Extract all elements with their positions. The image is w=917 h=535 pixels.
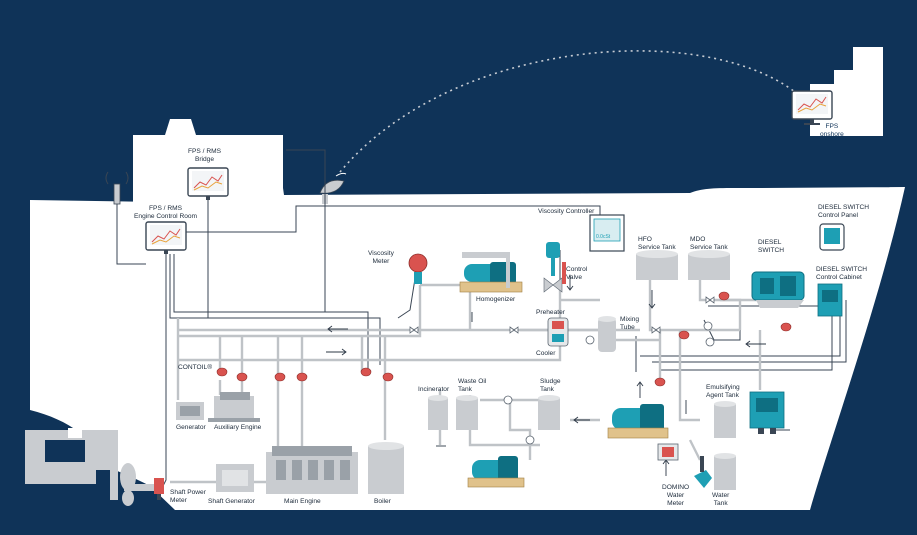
shaft-power-meter-icon — [154, 478, 164, 500]
label-incinerator: Incinerator — [418, 386, 450, 393]
label-viscosity-controller: Viscosity Controller — [538, 208, 595, 215]
label-generator: Generator — [176, 424, 206, 431]
bridge-superstructure — [133, 119, 283, 204]
rudder — [25, 428, 118, 500]
onshore-building — [791, 47, 883, 136]
viscosity-controller-box: 0.0cSt — [589, 214, 625, 252]
label-fps-ecr: FPS / RMS Engine Control Room — [134, 205, 198, 220]
label-cooler: Cooler — [536, 350, 556, 357]
fps-ecr-monitor — [145, 221, 187, 254]
label-hfo-service-tank: HFO Service Tank — [638, 236, 676, 251]
label-domino-water-meter: DOMINO Water Meter — [662, 484, 690, 507]
label-boiler: Boiler — [374, 498, 391, 505]
diesel-switch-control-cabinet — [817, 283, 843, 317]
label-diesel-switch-panel: DIESEL SWITCH Control Panel — [818, 204, 870, 219]
label-fps-bridge: FPS / RMS Bridge — [188, 148, 221, 163]
mixing-tube — [598, 316, 616, 352]
hfo-service-tank — [636, 250, 678, 280]
svg-text:0.0cSt: 0.0cSt — [596, 234, 611, 240]
label-homogenizer: Homogenizer — [476, 296, 516, 303]
emulsifying-control-cabinet — [749, 391, 785, 434]
label-diesel-switch-cabinet: DIESEL SWITCH Control Cabinet — [816, 266, 868, 281]
waste-oil-tank — [456, 395, 478, 430]
sludge-pump — [467, 456, 525, 488]
label-sludge-tank: Sludge Tank — [540, 378, 561, 393]
radio-antenna-icon — [105, 171, 129, 205]
emulsifying-pump — [607, 404, 669, 439]
label-contoil: CONTOIL® — [178, 364, 213, 371]
main-engine — [266, 446, 358, 494]
propeller-icon — [120, 463, 160, 506]
label-diesel-switch: DIESEL SWITCH — [758, 239, 785, 254]
homogenizer-unit — [459, 252, 523, 293]
label-shaft-power-meter: Shaft Power Meter — [170, 489, 206, 504]
flow-arrows — [326, 275, 766, 476]
diesel-switch-control-panel — [819, 223, 845, 251]
domino-water-meter — [657, 443, 679, 461]
emulsifying-agent-tank — [714, 401, 736, 438]
label-emulsifying-agent-tank: Emulsifying Agent Tank — [706, 384, 740, 399]
fps-bridge-monitor — [187, 167, 229, 200]
label-preheater: Preheater — [536, 309, 565, 316]
satellite-link-dashed — [339, 50, 796, 173]
contoil-flow-meters — [216, 291, 792, 387]
boiler — [368, 442, 404, 494]
viscosity-meter-icon — [408, 253, 428, 284]
pipe-valves — [409, 296, 715, 445]
water-pump-icon — [694, 456, 712, 488]
incinerator — [428, 395, 448, 430]
shaft-generator — [216, 464, 254, 492]
label-water-tank: Water Tank — [712, 492, 730, 507]
label-waste-oil-tank: Waste Oil Tank — [458, 378, 487, 393]
label-mdo-service-tank: MDO Service Tank — [690, 236, 728, 251]
sludge-tank — [538, 395, 560, 430]
label-viscosity-meter: Viscosity Meter — [368, 250, 394, 265]
ship-hull — [30, 187, 905, 510]
label-main-engine: Main Engine — [284, 498, 321, 505]
label-fps-onshore: FPS onshore — [820, 123, 844, 138]
label-shaft-generator: Shaft Generator — [208, 498, 255, 505]
label-control-valve: Control Valve — [566, 266, 588, 281]
water-tank — [714, 453, 736, 490]
generator — [176, 402, 204, 420]
signal-cables — [116, 149, 847, 493]
label-mixing-tube: Mixing Tube — [620, 316, 640, 331]
label-auxiliary-engine: Auxiliary Engine — [214, 424, 262, 431]
fuel-pipes — [170, 280, 762, 484]
diesel-switch-unit — [751, 271, 805, 308]
preheater-cooler — [547, 317, 569, 347]
auxiliary-engine — [208, 392, 260, 422]
control-valve-icon — [543, 242, 566, 293]
mdo-service-tank — [688, 250, 730, 280]
